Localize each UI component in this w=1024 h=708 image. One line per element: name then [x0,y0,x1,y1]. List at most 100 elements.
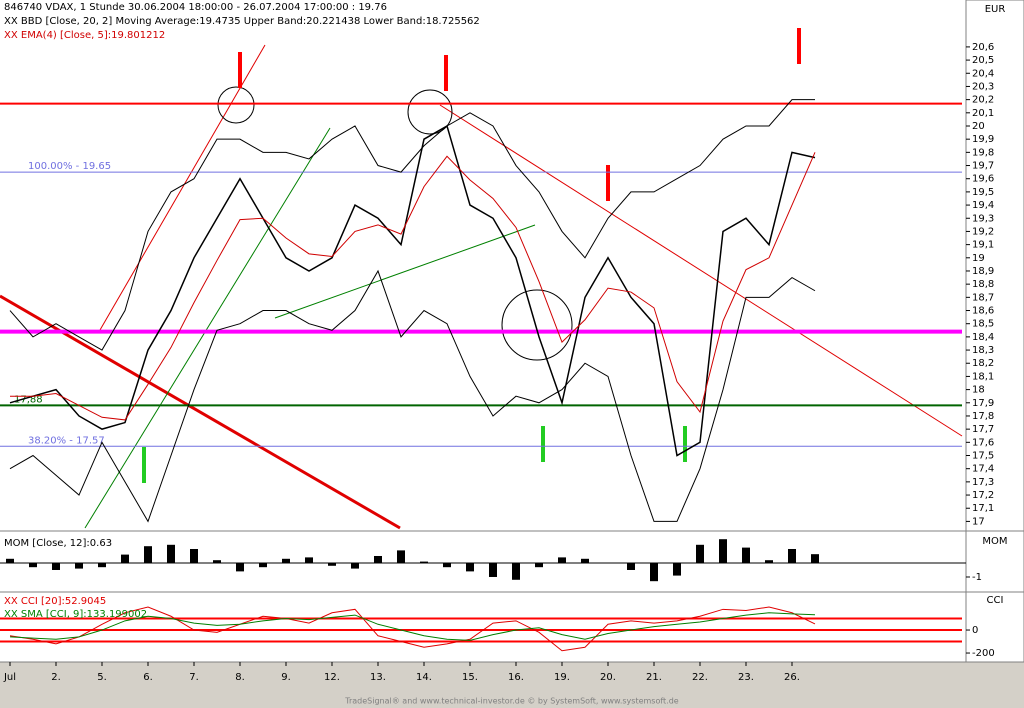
signal-marker [606,165,610,201]
axis-background [965,0,1024,663]
bar [627,562,635,570]
bar [167,544,175,563]
bar [696,544,704,563]
trend-line [0,294,401,530]
y-tick-label: 18,9 [972,266,994,277]
bar [305,557,313,563]
bar [190,548,198,563]
highlight-circle [501,289,573,361]
y-tick-label: 20 [972,121,985,132]
bar [351,562,359,569]
x-tick-label: Jul [3,672,16,683]
y-tick-label: 18,6 [972,306,994,317]
x-tick-label: 15. [462,672,478,683]
x-tick-label: 20. [600,672,616,683]
y-tick-label: 18,4 [972,332,994,343]
bar [328,562,336,566]
y-tick-label: 19,8 [972,147,994,158]
x-tick-label: 2. [51,672,61,683]
y-tick-label: 17,7 [972,424,994,435]
bar [282,558,290,563]
y-tick-label: 0 [972,625,978,636]
highlight-circle [407,89,453,135]
y-tick-label: 20,4 [972,68,994,79]
series-line [9,612,816,641]
y-tick-label: 17,6 [972,437,994,448]
bar [443,562,451,568]
axis-unit: EUR [985,4,1006,15]
signal-marker [683,426,687,462]
y-tick-label: 20,6 [972,42,994,53]
y-tick-label: 19,4 [972,200,994,211]
x-tick-label: 13. [370,672,386,683]
bar [144,546,152,563]
x-tick-label: 14. [416,672,432,683]
bar [512,562,520,580]
y-tick-label: 18,5 [972,319,994,330]
x-tick-label: 23. [738,672,754,683]
legend-entry: XX SMA [CCI, 9]:133.199002 [4,609,147,620]
y-tick-label: 17,9 [972,398,994,409]
bar [788,548,796,563]
y-tick-label: 17,4 [972,464,994,475]
indicator-label: XX BBD [Close, 20, 2] Moving Average:19.… [4,16,480,27]
signal-marker [444,55,448,91]
y-tick-label: 18,7 [972,292,994,303]
x-tick-label: 7. [189,672,199,683]
bar [742,547,750,563]
bar [52,562,60,570]
series-line [9,606,816,652]
signal-marker [797,28,801,64]
indicator-label: XX EMA(4) [Close, 5]:19.801212 [4,30,165,41]
signal-marker [541,426,545,462]
y-tick-label: 17,3 [972,477,994,488]
y-tick-label: -1 [972,572,982,583]
bar [650,562,658,582]
x-tick-label: 8. [235,672,245,683]
bar [765,560,773,563]
x-tick-label: 5. [97,672,107,683]
series-line [10,152,816,421]
bar [489,562,497,577]
series-line [9,99,815,351]
y-tick-label: 17,8 [972,411,994,422]
y-tick-label: 20,5 [972,55,994,66]
x-tick-label: 12. [324,672,340,683]
y-tick-label: 17,1 [972,503,994,514]
x-tick-label: 26. [784,672,800,683]
y-tick-label: 18,8 [972,279,994,290]
x-tick-label: 9. [281,672,291,683]
highlight-circle [217,86,255,124]
y-tick-label: 19 [972,253,985,264]
y-tick-label: 17 [972,516,985,527]
y-tick-label: -200 [972,648,995,659]
y-tick-label: 20,1 [972,108,994,119]
x-tick-label: 19. [554,672,570,683]
y-tick-label: 18,2 [972,358,994,369]
y-tick-label: 19,2 [972,226,994,237]
chart-title: 846740 VDAX, 1 Stunde 30.06.2004 18:00:0… [4,2,387,13]
bar [719,539,727,563]
trend-line [99,44,266,331]
signal-marker [142,447,146,483]
bar [397,550,405,563]
signal-marker [238,52,242,88]
y-tick-label: 18,3 [972,345,994,356]
trend-line [274,224,536,319]
bar [581,558,589,563]
y-tick-label: 19,1 [972,240,994,251]
legend-entry: XX CCI [20]:52.9045 [4,596,106,607]
bar [374,555,382,563]
bar [535,562,543,568]
x-tick-label: 21. [646,672,662,683]
y-tick-label: 19,6 [972,174,994,185]
footer: TradeSignal® and www.technical-investor.… [344,697,679,706]
x-tick-label: 6. [143,672,153,683]
bar [420,561,428,563]
trend-line [439,104,963,437]
indicator-label: MOM [Close, 12]:0.63 [4,538,112,549]
axis-unit: CCI [987,595,1004,606]
series-line [9,124,816,457]
y-tick-label: 19,9 [972,134,994,145]
bar [466,562,474,572]
